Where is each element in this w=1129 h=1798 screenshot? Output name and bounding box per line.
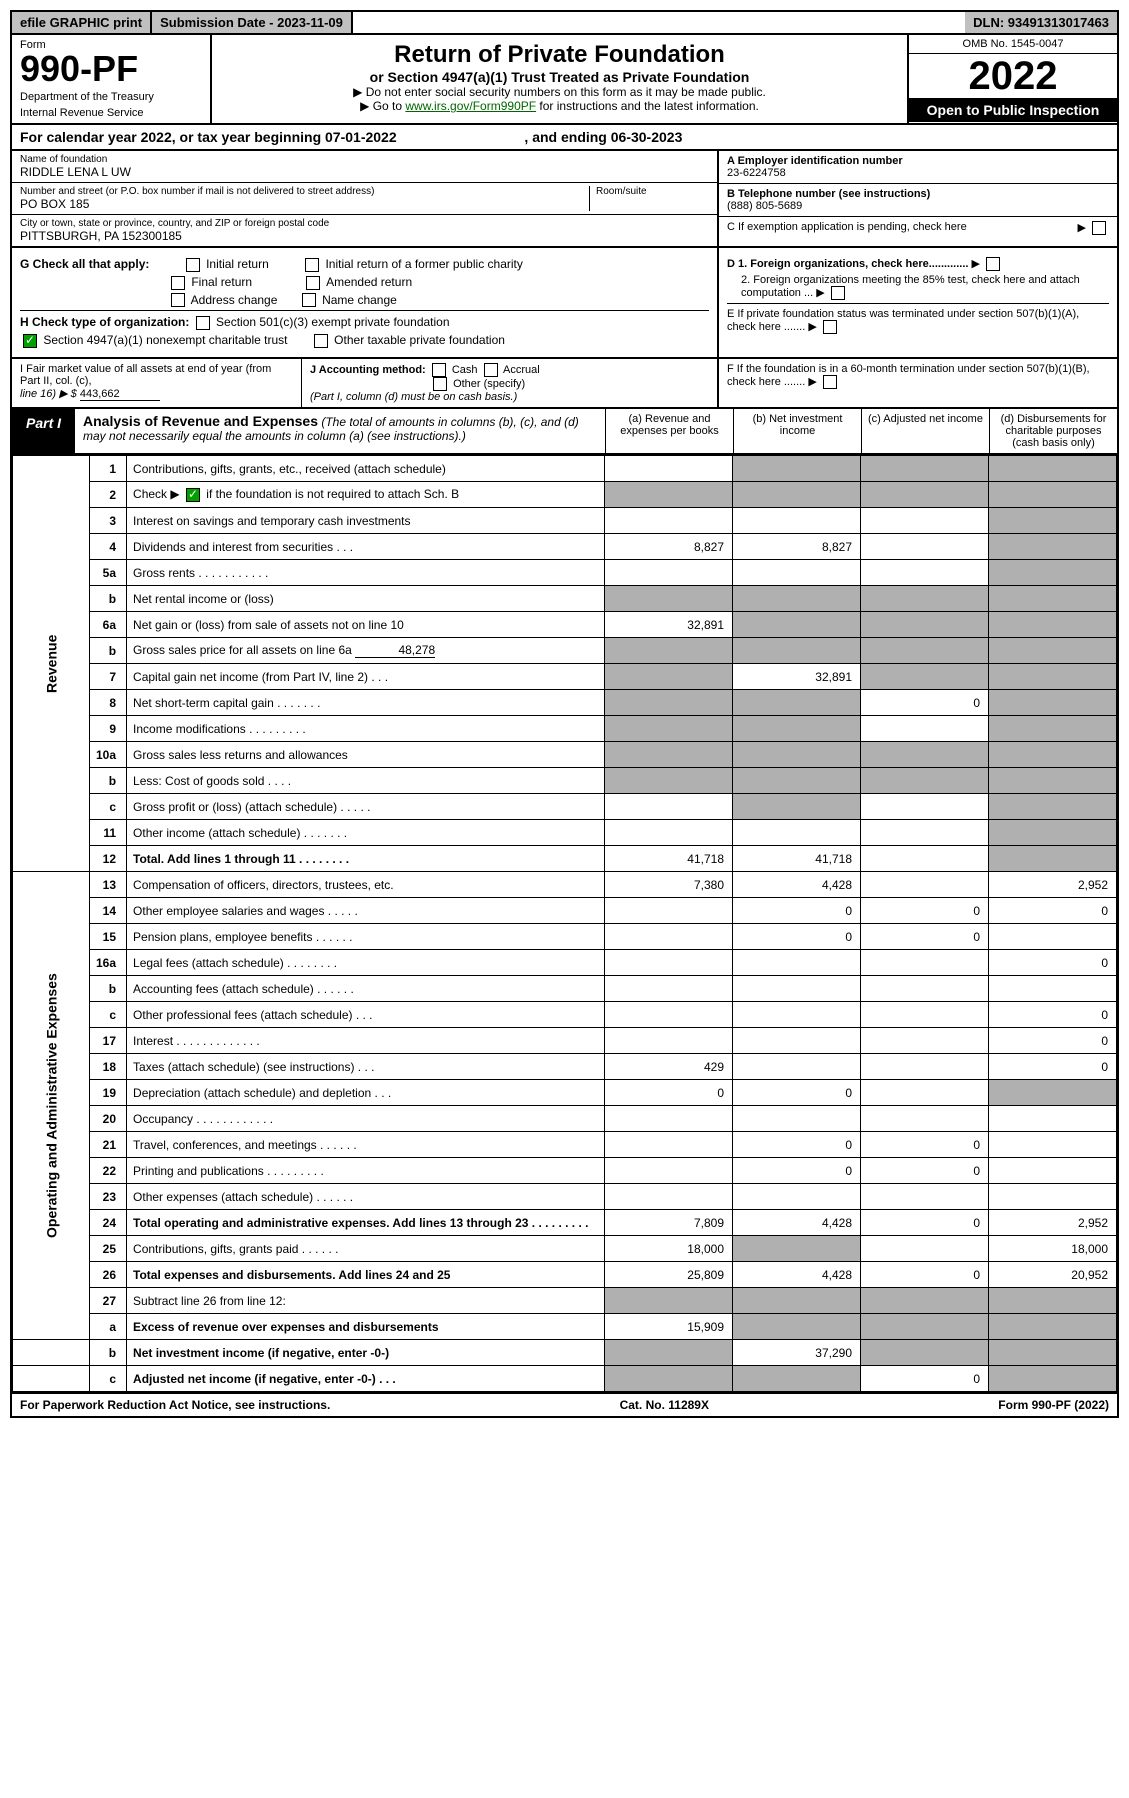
- open-inspection: Open to Public Inspection: [909, 98, 1117, 122]
- e-label: E If private foundation status was termi…: [727, 308, 1079, 333]
- efile-label: efile GRAPHIC print: [12, 12, 152, 33]
- address-block: Name of foundation RIDDLE LENA L UW Numb…: [10, 151, 1119, 248]
- col-b-header: (b) Net investment income: [733, 409, 861, 453]
- irs-link[interactable]: www.irs.gov/Form990PF: [405, 99, 536, 113]
- cash-basis-note: (Part I, column (d) must be on cash basi…: [310, 391, 517, 403]
- d2-label: 2. Foreign organizations meeting the 85%…: [741, 274, 1080, 299]
- tax-year: 2022: [909, 54, 1117, 98]
- fmv-value: 443,662: [80, 388, 160, 401]
- fmv-label: I Fair market value of all assets at end…: [20, 363, 271, 387]
- sch-b-cb[interactable]: [186, 488, 200, 502]
- part1-header: Part I Analysis of Revenue and Expenses …: [10, 409, 1119, 455]
- 501c3-cb[interactable]: [196, 316, 210, 330]
- year-box: OMB No. 1545-0047 2022 Open to Public In…: [907, 35, 1117, 123]
- street: PO BOX 185: [20, 197, 589, 211]
- ein-value: 23-6224758: [727, 167, 786, 179]
- amended-cb[interactable]: [306, 276, 320, 290]
- dept-treasury: Department of the Treasury: [20, 91, 202, 103]
- irs-label: Internal Revenue Service: [20, 107, 202, 119]
- room-label: Room/suite: [596, 186, 709, 197]
- other-taxable-cb[interactable]: [314, 334, 328, 348]
- 4947-cb[interactable]: [23, 334, 37, 348]
- exemption-label: C If exemption application is pending, c…: [727, 221, 967, 233]
- revenue-side-label: Revenue: [13, 456, 90, 872]
- top-bar: efile GRAPHIC print Submission Date - 20…: [10, 10, 1119, 35]
- d1-label: D 1. Foreign organizations, check here..…: [727, 258, 968, 270]
- fmv-row: I Fair market value of all assets at end…: [10, 359, 1119, 409]
- title-row: Form 990-PF Department of the Treasury I…: [10, 35, 1119, 125]
- submission-date: Submission Date - 2023-11-09: [152, 12, 353, 33]
- accounting-label: J Accounting method:: [310, 364, 426, 376]
- note-ssn: ▶ Do not enter social security numbers o…: [218, 85, 901, 99]
- city: PITTSBURGH, PA 152300185: [20, 229, 709, 243]
- cash-cb[interactable]: [432, 363, 446, 377]
- omb-number: OMB No. 1545-0047: [909, 35, 1117, 54]
- initial-former-cb[interactable]: [305, 258, 319, 272]
- col-d-header: (d) Disbursements for charitable purpose…: [989, 409, 1117, 453]
- exemption-checkbox[interactable]: [1092, 221, 1106, 235]
- city-label: City or town, state or province, country…: [20, 218, 709, 229]
- other-cb[interactable]: [433, 377, 447, 391]
- footer: For Paperwork Reduction Act Notice, see …: [10, 1394, 1119, 1418]
- f-label: F If the foundation is in a 60-month ter…: [727, 363, 1090, 388]
- expenses-side-label: Operating and Administrative Expenses: [13, 872, 90, 1340]
- form-number: 990-PF: [20, 51, 202, 87]
- paperwork-notice: For Paperwork Reduction Act Notice, see …: [20, 1398, 330, 1412]
- phone-value: (888) 805-5689: [727, 200, 802, 212]
- foundation-name-label: Name of foundation: [20, 154, 709, 165]
- phone-label: B Telephone number (see instructions): [727, 188, 930, 200]
- initial-return-cb[interactable]: [186, 258, 200, 272]
- d1-cb[interactable]: [986, 257, 1000, 271]
- street-label: Number and street (or P.O. box number if…: [20, 186, 589, 197]
- h-label: H Check type of organization:: [20, 315, 189, 329]
- form-box: Form 990-PF Department of the Treasury I…: [12, 35, 212, 123]
- form-footer: Form 990-PF (2022): [998, 1398, 1109, 1412]
- part1-label: Part I: [12, 409, 75, 453]
- check-section: G Check all that apply: Initial return I…: [10, 248, 1119, 359]
- col-a-header: (a) Revenue and expenses per books: [605, 409, 733, 453]
- form-title: Return of Private Foundation: [218, 41, 901, 69]
- ein-label: A Employer identification number: [727, 155, 903, 167]
- part1-title: Analysis of Revenue and Expenses (The to…: [75, 409, 605, 453]
- f-cb[interactable]: [823, 375, 837, 389]
- accrual-cb[interactable]: [484, 363, 498, 377]
- main-table: Revenue 1Contributions, gifts, grants, e…: [10, 455, 1119, 1394]
- cat-number: Cat. No. 11289X: [620, 1398, 709, 1412]
- addr-change-cb[interactable]: [171, 293, 185, 307]
- calendar-year-row: For calendar year 2022, or tax year begi…: [10, 125, 1119, 151]
- name-change-cb[interactable]: [302, 293, 316, 307]
- col-c-header: (c) Adjusted net income: [861, 409, 989, 453]
- g-label: G Check all that apply:: [20, 257, 149, 271]
- final-return-cb[interactable]: [171, 276, 185, 290]
- foundation-name: RIDDLE LENA L UW: [20, 165, 709, 179]
- form-subtitle: or Section 4947(a)(1) Trust Treated as P…: [218, 69, 901, 85]
- d2-cb[interactable]: [831, 286, 845, 300]
- title-center: Return of Private Foundation or Section …: [212, 35, 907, 123]
- e-cb[interactable]: [823, 320, 837, 334]
- dln: DLN: 93491313017463: [965, 12, 1117, 33]
- note-link: ▶ Go to www.irs.gov/Form990PF for instru…: [218, 99, 901, 113]
